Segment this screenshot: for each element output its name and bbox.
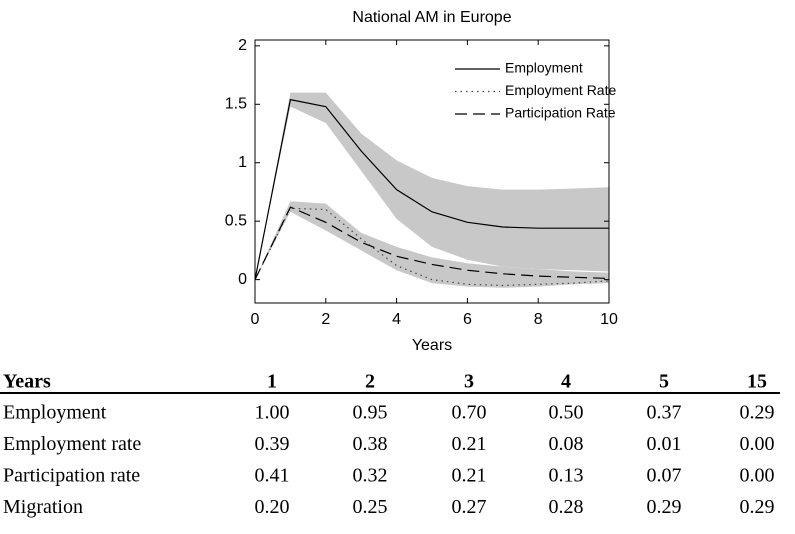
table-cell: 0.29 xyxy=(647,496,682,518)
x-tick-label: 2 xyxy=(321,311,330,328)
table-cell: 1.00 xyxy=(255,402,290,424)
chart-title: National AM in Europe xyxy=(352,9,511,26)
table-cell: 0.38 xyxy=(353,433,388,455)
y-tick-label: 1.5 xyxy=(225,96,247,113)
x-tick-label: 8 xyxy=(534,311,543,328)
x-tick-label: 10 xyxy=(600,311,618,328)
table-cell: 0.29 xyxy=(740,496,775,518)
line xyxy=(254,206,610,280)
y-tick-label: 2 xyxy=(238,37,247,54)
row-label: Employment xyxy=(3,402,107,424)
table-cell: 0.07 xyxy=(647,465,682,487)
table-cell: 0.41 xyxy=(255,465,290,487)
table-header: Years xyxy=(3,371,51,393)
y-tick-label: 0.5 xyxy=(225,212,247,229)
table-cell: 0.39 xyxy=(255,433,290,455)
table-cell: 0.01 xyxy=(647,433,682,455)
table-cell: 0.00 xyxy=(740,433,775,455)
line xyxy=(254,98,609,280)
table-cell: 0.70 xyxy=(452,402,487,424)
table-cell: 0.32 xyxy=(353,465,388,487)
table-cell: 0.21 xyxy=(452,465,487,487)
x-axis-label: Years xyxy=(412,337,452,354)
table-cell: 0.50 xyxy=(549,402,584,424)
legend-label: Employment Rate xyxy=(505,82,616,98)
row-label: Migration xyxy=(3,496,83,518)
table-cell: 0.25 xyxy=(353,496,388,518)
table-cell: 0.21 xyxy=(452,433,487,455)
x-tick-label: 0 xyxy=(251,311,260,328)
confidence-band xyxy=(255,201,609,288)
y-tick-label: 0 xyxy=(238,271,247,288)
table-cell: 0.13 xyxy=(549,465,584,487)
table-cell: 0.00 xyxy=(740,465,775,487)
table-header: 5 xyxy=(659,371,669,393)
x-tick-label: 6 xyxy=(463,311,472,328)
table-header: 15 xyxy=(747,371,767,393)
table-header: 1 xyxy=(267,371,277,393)
table-header: 2 xyxy=(365,371,375,393)
row-label: Participation rate xyxy=(3,465,140,487)
confidence-band xyxy=(255,92,609,280)
table-header: 4 xyxy=(561,371,571,393)
line xyxy=(254,207,610,287)
table-cell: 0.27 xyxy=(452,496,487,518)
y-tick-label: 1 xyxy=(238,154,247,171)
table-cell: 0.95 xyxy=(353,402,388,424)
table-cell: 0.29 xyxy=(740,402,775,424)
plot-frame xyxy=(254,39,610,304)
table-cell: 0.28 xyxy=(549,496,584,518)
table-header: 3 xyxy=(464,371,474,393)
x-tick-label: 4 xyxy=(392,311,401,328)
legend-label: Participation Rate xyxy=(505,105,616,121)
table-cell: 0.08 xyxy=(549,433,584,455)
legend-label: Employment xyxy=(505,60,583,76)
table-cell: 0.20 xyxy=(255,496,290,518)
row-label: Employment rate xyxy=(3,433,141,455)
table-cell: 0.37 xyxy=(647,402,682,424)
